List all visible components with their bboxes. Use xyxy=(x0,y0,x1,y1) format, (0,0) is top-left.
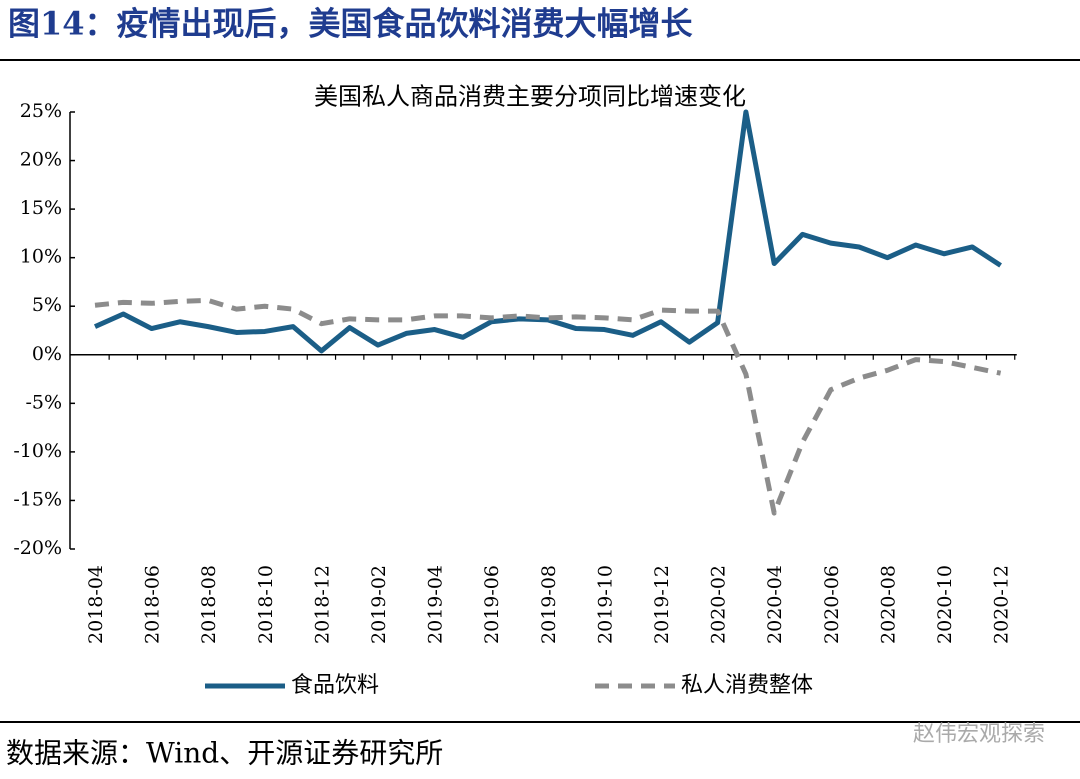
y-tick-label: 15% xyxy=(20,197,62,219)
legend-label: 食品饮料 xyxy=(291,673,379,698)
chart-title: 美国私人商品消费主要分项同比增速变化 xyxy=(314,83,746,111)
y-tick-label: 0% xyxy=(32,343,62,365)
y-tick-label: -5% xyxy=(25,391,62,413)
y-tick-label: 20% xyxy=(20,149,62,171)
y-tick-label: 25% xyxy=(20,100,62,122)
source: 数据来源：Wind、开源证券研究所 xyxy=(6,737,443,770)
x-tick-label: 2020-10 xyxy=(934,565,956,644)
header-title: 图14：疫情出现后，美国食品饮料消费大幅增长 xyxy=(8,5,693,43)
x-tick-label: 2019-12 xyxy=(651,565,673,644)
y-tick-label: -15% xyxy=(13,488,62,510)
x-tick-label: 2019-08 xyxy=(538,565,560,644)
y-tick-label: 10% xyxy=(20,246,62,268)
x-tick-label: 2019-06 xyxy=(481,565,503,644)
x-tick-label: 2018-06 xyxy=(142,565,164,644)
x-tick-label: 2020-02 xyxy=(708,565,730,644)
x-tick-label: 2018-10 xyxy=(255,565,277,644)
x-tick-label: 2020-06 xyxy=(821,565,843,644)
x-tick-label: 2019-02 xyxy=(368,565,390,644)
x-tick-label: 2018-04 xyxy=(85,565,107,644)
series-line xyxy=(94,297,1002,516)
x-tick-label: 2020-08 xyxy=(877,565,899,644)
y-tick-label: 5% xyxy=(32,294,62,316)
watermark: 赵伟宏观探索 xyxy=(913,722,1045,747)
x-tick-label: 2018-08 xyxy=(198,565,220,644)
x-tick-label: 2019-10 xyxy=(594,565,616,644)
x-tick-label: 2019-04 xyxy=(425,565,447,644)
x-tick-label: 2020-04 xyxy=(764,565,786,644)
y-tick-label: -20% xyxy=(13,537,62,559)
x-tick-label: 2018-12 xyxy=(311,565,333,644)
x-tick-label: 2020-12 xyxy=(991,565,1013,644)
legend-label: 私人消费整体 xyxy=(681,673,813,698)
series-line xyxy=(93,109,1002,354)
y-tick-label: -10% xyxy=(13,440,62,462)
